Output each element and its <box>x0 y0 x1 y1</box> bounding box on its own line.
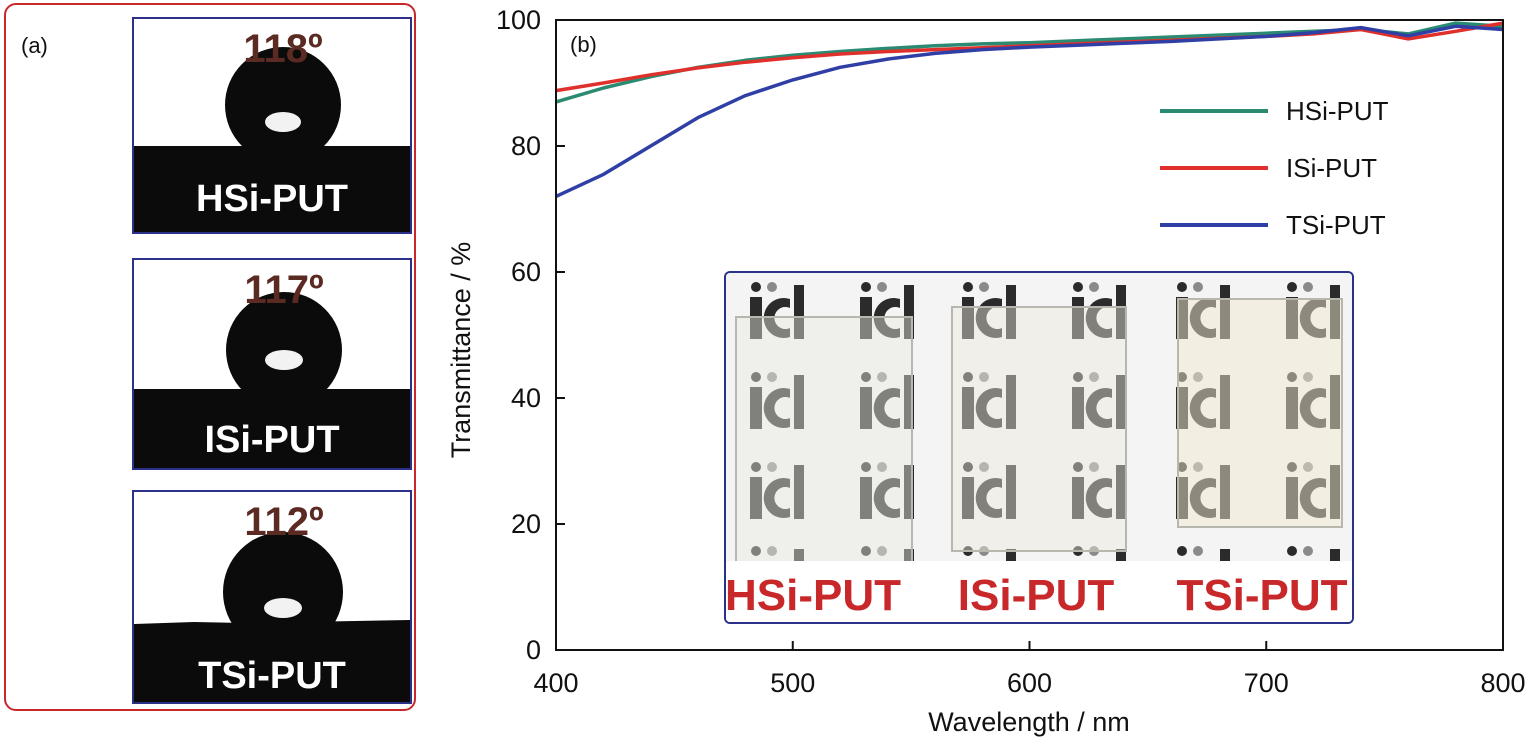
legend-label: ISi-PUT <box>1286 153 1377 183</box>
x-tick-label: 800 <box>1480 668 1525 698</box>
contact-angle-panel: (a) 118º HSi-PUT 117º ISi-PUT 112º TSi-P… <box>4 3 416 711</box>
contact-angle-value-hsi: 118º <box>243 27 322 71</box>
sample-label-isi: ISi-PUT <box>204 419 339 461</box>
inset-label-tsi: TSi-PUT <box>1176 571 1347 620</box>
x-axis-label: Wavelength / nm <box>928 707 1130 737</box>
printed-logo <box>750 462 804 519</box>
series-line-tsi-put <box>555 24 1504 198</box>
printed-logo <box>860 372 914 429</box>
y-tick-label: 0 <box>526 635 541 665</box>
y-tick-label: 100 <box>496 5 541 35</box>
droplet-card-isi: 117º ISi-PUT <box>132 258 412 470</box>
series-layer <box>555 21 1504 198</box>
droplet-card-tsi: 112º TSi-PUT <box>132 490 412 704</box>
label-strip <box>726 561 1352 622</box>
x-tick-label: 700 <box>1244 668 1289 698</box>
x-tick-label: 600 <box>1007 668 1052 698</box>
y-tick-label: 40 <box>511 383 541 413</box>
film-tsi <box>1177 298 1343 528</box>
legend-label: TSi-PUT <box>1286 210 1386 240</box>
droplet-image-hsi: 118º HSi-PUT <box>134 27 410 232</box>
printed-logo <box>1072 462 1126 519</box>
film-hsi <box>735 316 913 564</box>
printed-logo <box>962 462 1016 519</box>
inset-photo: HSi-PUT ISi-PUT TSi-PUT <box>724 271 1354 624</box>
y-tick-label: 20 <box>511 509 541 539</box>
panel-b-letter: (b) <box>570 32 597 57</box>
y-tick-label: 80 <box>511 131 541 161</box>
x-tick-label: 500 <box>770 668 815 698</box>
y-tick-label: 60 <box>511 257 541 287</box>
inset-label-isi: ISi-PUT <box>958 571 1115 620</box>
sample-label-tsi: TSi-PUT <box>198 655 346 697</box>
contact-angle-value-tsi: 112º <box>244 500 323 544</box>
legend: HSi-PUT ISi-PUT TSi-PUT <box>1160 96 1389 240</box>
printed-logo <box>860 282 914 339</box>
panel-a-letter: (a) <box>21 33 48 58</box>
plot-frame <box>555 19 1504 651</box>
series-line-isi-put <box>555 21 1504 93</box>
x-tick-label: 400 <box>533 668 578 698</box>
film-isi <box>951 306 1127 552</box>
y-axis-label: Transmittance / % <box>446 242 476 459</box>
tick-layer: 400 500 600 700 800 0 20 40 60 80 100 <box>496 5 1526 698</box>
printed-logo <box>860 462 914 519</box>
inset-photo-image: HSi-PUT ISi-PUT TSi-PUT <box>726 273 1352 622</box>
printed-logo <box>962 372 1016 429</box>
series-line-hsi-put <box>555 21 1504 104</box>
printed-logo <box>1072 372 1126 429</box>
droplet-image-isi: 117º ISi-PUT <box>134 268 410 468</box>
droplet-card-hsi: 118º HSi-PUT <box>132 17 412 234</box>
inset-label-hsi: HSi-PUT <box>726 571 901 620</box>
droplet-image-tsi: 112º TSi-PUT <box>134 500 410 702</box>
contact-angle-value-isi: 117º <box>244 268 323 312</box>
legend-label: HSi-PUT <box>1286 96 1389 126</box>
printed-logo <box>750 372 804 429</box>
sample-label-hsi: HSi-PUT <box>196 178 348 220</box>
